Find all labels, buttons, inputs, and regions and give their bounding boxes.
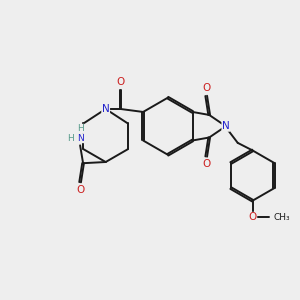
Text: CH₃: CH₃ <box>274 213 291 222</box>
Text: O: O <box>202 83 210 93</box>
Text: H: H <box>67 134 73 143</box>
Text: H: H <box>77 124 84 133</box>
Text: O: O <box>248 212 257 222</box>
Text: O: O <box>116 77 125 87</box>
Text: O: O <box>76 185 84 195</box>
Text: N: N <box>222 121 230 131</box>
Text: N: N <box>77 134 84 143</box>
Text: N: N <box>102 104 110 114</box>
Text: O: O <box>202 159 210 169</box>
